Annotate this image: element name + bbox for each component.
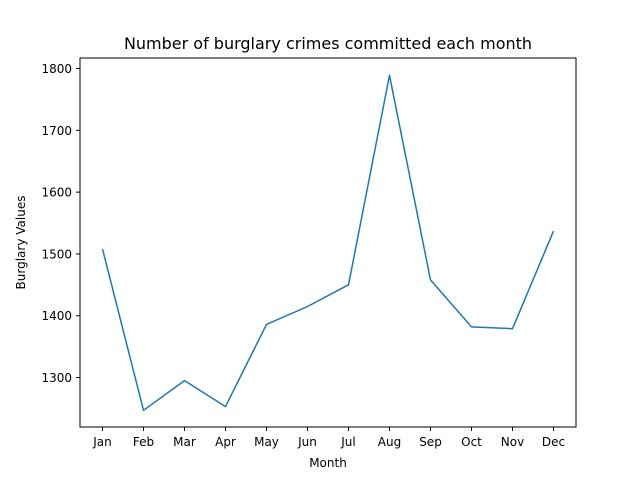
data-point [389,74,391,76]
data-point [143,409,145,411]
x-tick-label: Aug [378,435,401,449]
x-tick-label: Oct [461,435,482,449]
x-tick-label: Mar [173,435,196,449]
data-point [225,406,227,408]
y-axis-ticks: 1300 1400 1500 1600 1700 1800 [41,62,80,385]
y-tick-label: 1400 [41,309,72,323]
data-point [307,305,309,307]
x-axis-label: Month [309,456,347,470]
x-tick-label: May [254,435,279,449]
x-tick-label: Jul [340,435,355,449]
data-point [266,323,268,325]
x-tick-label: Sep [419,435,442,449]
x-tick-label: Dec [542,435,565,449]
data-point [512,328,514,330]
series-lines [101,74,555,412]
y-tick-label: 1500 [41,247,72,261]
chart-title: Number of burglary crimes committed each… [124,34,532,53]
data-point [348,284,350,286]
y-tick-label: 1800 [41,62,72,76]
series-line [101,74,555,412]
y-tick-label: 1300 [41,371,72,385]
data-point [102,248,104,250]
y-tick-label: 1600 [41,186,72,200]
x-axis-ticks: Jan Feb Mar Apr May Jun Jul Aug Sep Oct Nov Dec [92,427,565,449]
data-point [553,230,555,232]
x-tick-label: Jan [92,435,112,449]
data-point [184,380,186,382]
data-point [430,279,432,281]
x-tick-label: Apr [215,435,236,449]
x-tick-label: Nov [501,435,524,449]
plot-area-frame [79,57,577,428]
x-tick-label: Jun [297,435,317,449]
data-point [471,326,473,328]
y-axis-label: Burglary Values [14,196,28,290]
y-tick-label: 1700 [41,124,72,138]
x-tick-label: Feb [133,435,154,449]
